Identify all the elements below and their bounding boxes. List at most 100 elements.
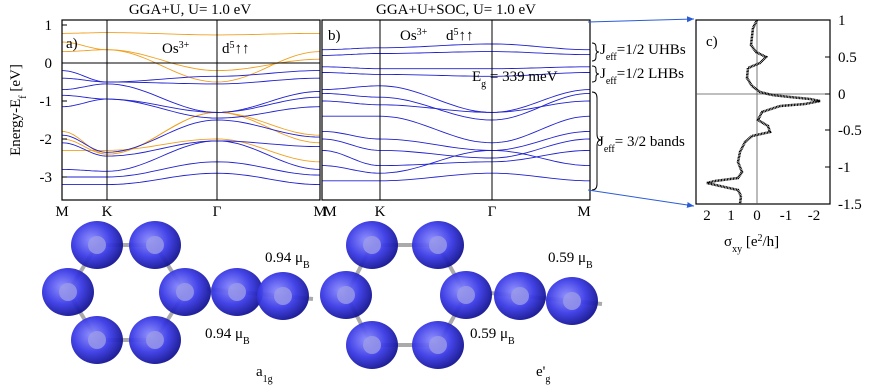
x-tick-label: M <box>313 204 326 220</box>
band <box>322 72 590 77</box>
arrow <box>587 189 695 208</box>
x-tick-label: Γ <box>488 204 497 220</box>
atom <box>146 331 164 349</box>
gap-label: Eg = 339 meV <box>472 69 558 90</box>
annotation-part: 3+ <box>179 40 190 51</box>
band-group-label-part: =1/2 LHBs <box>617 66 684 82</box>
x-tick-label: 0 <box>753 208 761 224</box>
band <box>62 161 321 178</box>
annotation: Os3+ <box>162 40 190 58</box>
band <box>62 172 321 186</box>
y-tick-label: 1 <box>838 13 846 29</box>
x-axis-label-part: /h] <box>763 234 780 250</box>
annotation-part: ↑↑ <box>459 28 474 44</box>
band <box>322 149 591 174</box>
moment-label: 0.94 μB <box>265 250 310 271</box>
band <box>62 98 321 119</box>
annotation-part: Os <box>162 41 179 57</box>
band <box>321 138 591 159</box>
atom <box>274 287 292 305</box>
annotation-part: ↑↑ <box>235 41 250 57</box>
moment-label: 0.94 μB <box>205 326 250 347</box>
moment-label-part: B <box>303 260 310 271</box>
x-tick-label: -2 <box>808 208 821 224</box>
y-tick-label: -2 <box>40 132 53 148</box>
annotation-part: 5 <box>230 40 235 51</box>
band <box>322 100 591 113</box>
symmetry-label-part: g <box>545 374 550 385</box>
atom <box>59 283 77 301</box>
annotation-part: Os <box>400 28 417 44</box>
x-tick-label: Γ <box>213 204 222 220</box>
gap-label-part: E <box>472 69 481 85</box>
brace <box>591 42 600 62</box>
panel-title: GGA+U, U= 1.0 eV <box>129 2 251 18</box>
band <box>62 32 320 36</box>
y-axis-label-part: f <box>18 95 29 99</box>
y-axis-label-part: Energy-E <box>8 99 24 156</box>
brace <box>591 91 602 191</box>
atom <box>511 287 529 305</box>
moment-label-part: B <box>243 336 250 347</box>
band-group-label-part: eff <box>606 76 618 87</box>
x-tick-label: M <box>323 204 336 220</box>
layer <box>61 20 591 200</box>
annotation-part: 3+ <box>417 27 428 38</box>
band <box>61 119 321 153</box>
symmetry-label-part: e' <box>536 364 546 380</box>
atom <box>363 336 381 354</box>
panel-label: a) <box>66 36 78 52</box>
y-tick-label: 1 <box>45 18 53 34</box>
atom <box>429 336 447 354</box>
band <box>61 111 321 155</box>
band <box>322 66 590 70</box>
band <box>62 77 320 85</box>
annotation-part: d <box>446 28 454 44</box>
y-tick-label: 0 <box>838 87 846 103</box>
moment-label-part: B <box>508 336 515 347</box>
band-group-label-part: J <box>600 66 606 82</box>
x-axis-label-part: xy <box>732 244 742 255</box>
band-group-label: Jeff=1/2 LHBs <box>600 66 684 87</box>
moment-label-part: B <box>586 260 593 271</box>
x-axis-label-part: σ <box>724 234 732 250</box>
y-axis-label-part: [eV] <box>8 64 24 95</box>
atom <box>363 236 381 254</box>
panel-b-frame <box>321 19 591 201</box>
symmetry-label: e'g <box>536 364 550 385</box>
panel-label: c) <box>706 34 718 50</box>
moment-label-part: 0.94 μ <box>205 326 243 342</box>
annotation: d5↑↑ <box>222 40 250 58</box>
band <box>322 43 590 51</box>
x-tick-label: K <box>102 204 113 220</box>
y-tick-label: -1 <box>40 94 53 110</box>
x-tick-label: 1 <box>727 208 735 224</box>
panel-title: GGA+U+SOC, U= 1.0 eV <box>376 2 536 18</box>
moment-label-part: 0.59 μ <box>470 326 508 342</box>
band <box>61 70 320 83</box>
y-tick-label: 0.5 <box>838 50 857 66</box>
band-group-label-part: J <box>600 42 606 58</box>
atom <box>176 283 194 301</box>
atom <box>88 331 106 349</box>
band <box>322 130 591 151</box>
band-group-label-part: = 3/2 bands <box>615 134 685 150</box>
band <box>321 149 591 167</box>
band <box>322 115 591 144</box>
atom <box>563 292 581 310</box>
panel-a-frame <box>61 19 321 201</box>
atom <box>429 236 447 254</box>
x-tick-label: K <box>375 204 386 220</box>
atom <box>457 286 475 304</box>
atom <box>228 283 246 301</box>
moment-label: 0.59 μB <box>548 250 593 271</box>
band <box>322 172 590 182</box>
x-tick-label: -1 <box>780 208 793 224</box>
gap-label-part: = 339 meV <box>486 69 558 85</box>
x-axis-label: σxy [e2/h] <box>724 233 779 255</box>
band-group-label: Jeff=1/2 UHBs <box>600 42 686 63</box>
annotation-part: 5 <box>454 27 459 38</box>
band <box>62 49 321 83</box>
band-group-label-part: =1/2 UHBs <box>617 42 686 58</box>
